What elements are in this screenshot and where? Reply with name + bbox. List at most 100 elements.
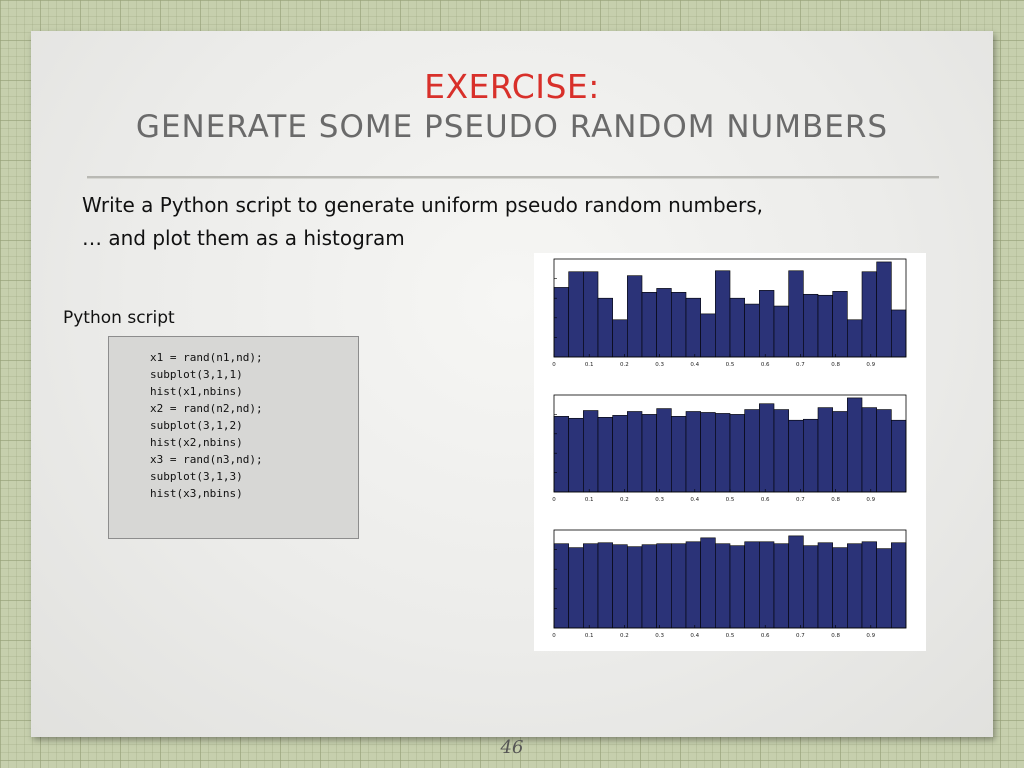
x-tick-label: 0 xyxy=(552,362,556,368)
code-label: Python script xyxy=(63,308,175,328)
x-tick-label: 0.8 xyxy=(831,633,840,639)
histogram-bar xyxy=(641,544,657,629)
histogram-bar xyxy=(876,548,892,629)
x-tick-label: 0.9 xyxy=(866,362,875,368)
histogram-bar xyxy=(729,545,745,629)
histogram-bar xyxy=(803,545,819,629)
x-tick-label: 0.7 xyxy=(796,497,805,503)
x-tick-label: 0.3 xyxy=(655,362,664,368)
histogram-bar xyxy=(876,409,892,493)
histogram-bar xyxy=(685,297,701,358)
code-line: hist(x3,nbins) xyxy=(150,487,243,500)
histogram-bar xyxy=(597,417,613,493)
x-tick-label: 0 xyxy=(552,633,556,639)
histogram-bar xyxy=(685,411,701,493)
histogram-bar xyxy=(656,408,672,493)
histogram-bar xyxy=(759,403,775,493)
histogram-bar xyxy=(627,411,643,493)
histogram-bar xyxy=(612,544,628,629)
histogram-bar xyxy=(817,542,833,629)
histogram-bar xyxy=(671,543,687,629)
histogram-bar xyxy=(568,547,584,629)
x-tick-label: 0.4 xyxy=(690,362,699,368)
x-tick-label: 0.3 xyxy=(655,497,664,503)
x-tick-label: 0.6 xyxy=(761,497,770,503)
x-tick-label: 0.7 xyxy=(796,362,805,368)
histogram-bar xyxy=(700,412,716,493)
code-line: subplot(3,1,3) xyxy=(150,470,243,483)
x-tick-label: 0.2 xyxy=(620,362,629,368)
histogram-bar xyxy=(583,271,599,358)
histogram-bar xyxy=(847,397,863,493)
histogram-bar xyxy=(715,270,731,358)
histogram-bar xyxy=(817,407,833,493)
histogram-bar xyxy=(861,271,877,358)
x-tick-label: 0.8 xyxy=(831,497,840,503)
x-tick-label: 0.6 xyxy=(761,362,770,368)
histogram-bar xyxy=(876,261,892,358)
x-tick-label: 0.9 xyxy=(866,633,875,639)
histogram-bar xyxy=(612,319,628,358)
x-tick-label: 0 xyxy=(552,497,556,503)
histogram-bar xyxy=(832,411,848,493)
x-tick-label: 0.5 xyxy=(726,362,735,368)
x-tick-label: 0.5 xyxy=(726,497,735,503)
x-tick-label: 0.8 xyxy=(831,362,840,368)
histogram-bar xyxy=(832,547,848,629)
histogram-bar xyxy=(744,409,760,493)
histogram-bar xyxy=(759,290,775,358)
histogram-bar xyxy=(627,275,643,358)
x-tick-label: 0.5 xyxy=(726,633,735,639)
histogram-bar xyxy=(847,319,863,358)
histogram-bar xyxy=(891,309,907,358)
code-box: x1 = rand(n1,nd); subplot(3,1,1) hist(x1… xyxy=(108,336,359,539)
histogram-bar xyxy=(553,543,569,629)
histogram-bar xyxy=(715,413,731,493)
x-tick-label: 0.1 xyxy=(585,497,594,503)
histogram-bar xyxy=(803,418,819,493)
histogram-bar xyxy=(847,543,863,629)
histogram-bar xyxy=(597,297,613,358)
histogram-bar xyxy=(627,546,643,629)
histogram-bar xyxy=(729,297,745,358)
histogram-bar xyxy=(817,294,833,358)
histogram-bar xyxy=(788,535,804,629)
histogram-bar xyxy=(700,313,716,358)
body-text-line-2: … and plot them as a histogram xyxy=(82,226,405,250)
x-tick-label: 0.1 xyxy=(585,362,594,368)
histogram-bar xyxy=(759,541,775,629)
histogram-bar xyxy=(656,543,672,629)
histogram-bar xyxy=(671,292,687,358)
histogram-bar xyxy=(553,287,569,358)
code-line: x3 = rand(n3,nd); xyxy=(150,453,263,466)
histogram-bar xyxy=(773,409,789,493)
histogram-bar xyxy=(568,271,584,358)
histogram-bar xyxy=(700,537,716,629)
histogram-bar xyxy=(583,543,599,629)
histogram-bar xyxy=(553,416,569,493)
histogram-bar xyxy=(891,542,907,629)
histogram-bar xyxy=(788,270,804,358)
histogram-bar xyxy=(612,415,628,493)
slide: EXERCISE: GENERATE SOME PSEUDO RANDOM NU… xyxy=(31,31,993,758)
x-tick-label: 0.7 xyxy=(796,633,805,639)
histogram-figure: 0 0.1 0.2 0.3 0.4 0.5 0.6 0.7 0.8 0.9 0 0.1 0.2 0.3 0.… xyxy=(534,253,926,651)
code-line: x1 = rand(n1,nd); xyxy=(150,351,263,364)
code-line: hist(x2,nbins) xyxy=(150,436,243,449)
histogram-bar xyxy=(715,543,731,629)
histogram-bar xyxy=(773,543,789,629)
code-line: subplot(3,1,2) xyxy=(150,419,243,432)
histogram-bar xyxy=(861,541,877,629)
histogram-bar xyxy=(891,419,907,493)
x-tick-label: 0.3 xyxy=(655,633,664,639)
x-tick-label: 0.2 xyxy=(620,497,629,503)
histogram-bar xyxy=(832,291,848,358)
histogram-bar xyxy=(641,414,657,493)
slide-subtitle: GENERATE SOME PSEUDO RANDOM NUMBERS xyxy=(135,109,889,145)
histogram-bar xyxy=(641,292,657,358)
body-text-line-1: Write a Python script to generate unifor… xyxy=(82,193,763,217)
x-tick-label: 0.4 xyxy=(690,633,699,639)
histogram-bar xyxy=(744,541,760,629)
code-line: hist(x1,nbins) xyxy=(150,385,243,398)
histogram-bar xyxy=(729,414,745,493)
